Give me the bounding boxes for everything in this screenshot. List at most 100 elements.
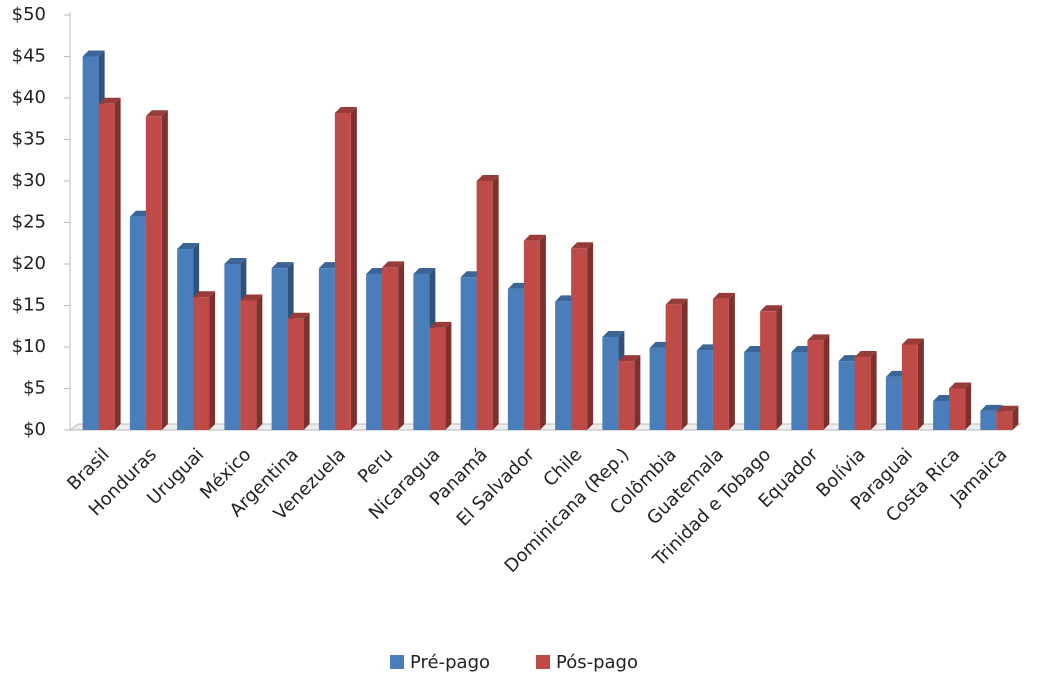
bar-side [681,298,688,430]
y-tick-label: $50 [12,4,46,25]
bar [460,277,477,430]
bar [334,112,351,430]
bar [996,411,1013,430]
bar-top [271,262,294,269]
y-tick-label: $5 [23,378,46,399]
bar [696,350,713,430]
bar-top [382,261,405,268]
bar-top [618,355,641,362]
bar-side [587,242,594,430]
bar-side [728,292,735,430]
bar [507,288,524,430]
bar-top [177,243,200,250]
bar [82,56,99,430]
bar-side [161,110,168,430]
bar-top [287,312,310,319]
bar [602,337,619,430]
bar-side [445,321,452,430]
y-tick-label: $20 [12,253,46,274]
y-tick-label: $40 [12,87,46,108]
bar-top [413,267,436,274]
bar [287,318,304,430]
bar [649,347,666,430]
bar-top [571,242,594,249]
bar [807,340,824,430]
bar [854,356,871,430]
bar [933,400,950,430]
bar-side [256,294,263,430]
y-tick-label: $25 [12,212,46,233]
y-tick-label: $10 [12,336,46,357]
x-tick-label: Peru [354,444,397,487]
bar [885,376,902,430]
legend-label: Pós-pago [556,652,638,673]
bar-top [665,298,688,305]
bar [224,264,241,430]
bar [193,297,210,430]
y-tick-label: $35 [12,129,46,150]
bar-top [980,404,1003,411]
bar [429,327,446,430]
bar-top [240,294,263,301]
bar-top [224,258,247,264]
bar-top [712,292,735,299]
bar-side [917,338,924,430]
y-tick-label: $45 [12,46,46,67]
legend-swatch [536,655,550,669]
bar-side [823,334,830,430]
legend-swatch [390,655,404,669]
bar [366,273,383,430]
bar [271,268,288,430]
bar-top [476,175,499,181]
bar-top [193,291,216,298]
bar [980,410,997,430]
bar [177,249,194,430]
bar [838,361,855,430]
bar [571,248,588,430]
bar-top [901,338,924,345]
bar-side [492,175,499,430]
bar [318,268,335,430]
y-tick-label: $30 [12,170,46,191]
bar [744,351,761,430]
bar-top [523,234,546,241]
bar-side [634,355,641,430]
bar-top [145,110,168,117]
bar [382,267,399,430]
bar-top [429,321,452,328]
legend-label: Pré-pago [410,652,490,673]
bar-side [209,291,216,430]
bar-side [303,312,310,430]
bar-side [539,234,546,430]
bar [618,361,635,430]
y-tick-label: $0 [23,419,46,440]
bar [949,388,966,430]
bar [240,300,257,430]
bar [413,273,430,430]
bar-side [398,261,405,430]
bar-top [996,405,1019,412]
bar [791,351,808,430]
bar [760,311,777,430]
bar-top [602,331,625,338]
bar-side [1012,405,1019,430]
bar [145,116,162,430]
bar-side [114,97,121,430]
y-tick-label: $15 [12,295,46,316]
bar [901,344,918,430]
bar-top [949,382,972,389]
bar-top [82,50,105,57]
bar-top [98,97,121,104]
bar-top [807,334,830,341]
bar-side [870,350,877,430]
bar [523,240,540,430]
bar-top [760,305,783,312]
bar-side [776,305,783,430]
bar [712,298,729,430]
bar [476,181,493,430]
bar [665,304,682,430]
bar-side [350,106,357,430]
bar [555,301,572,430]
bar [98,103,115,430]
